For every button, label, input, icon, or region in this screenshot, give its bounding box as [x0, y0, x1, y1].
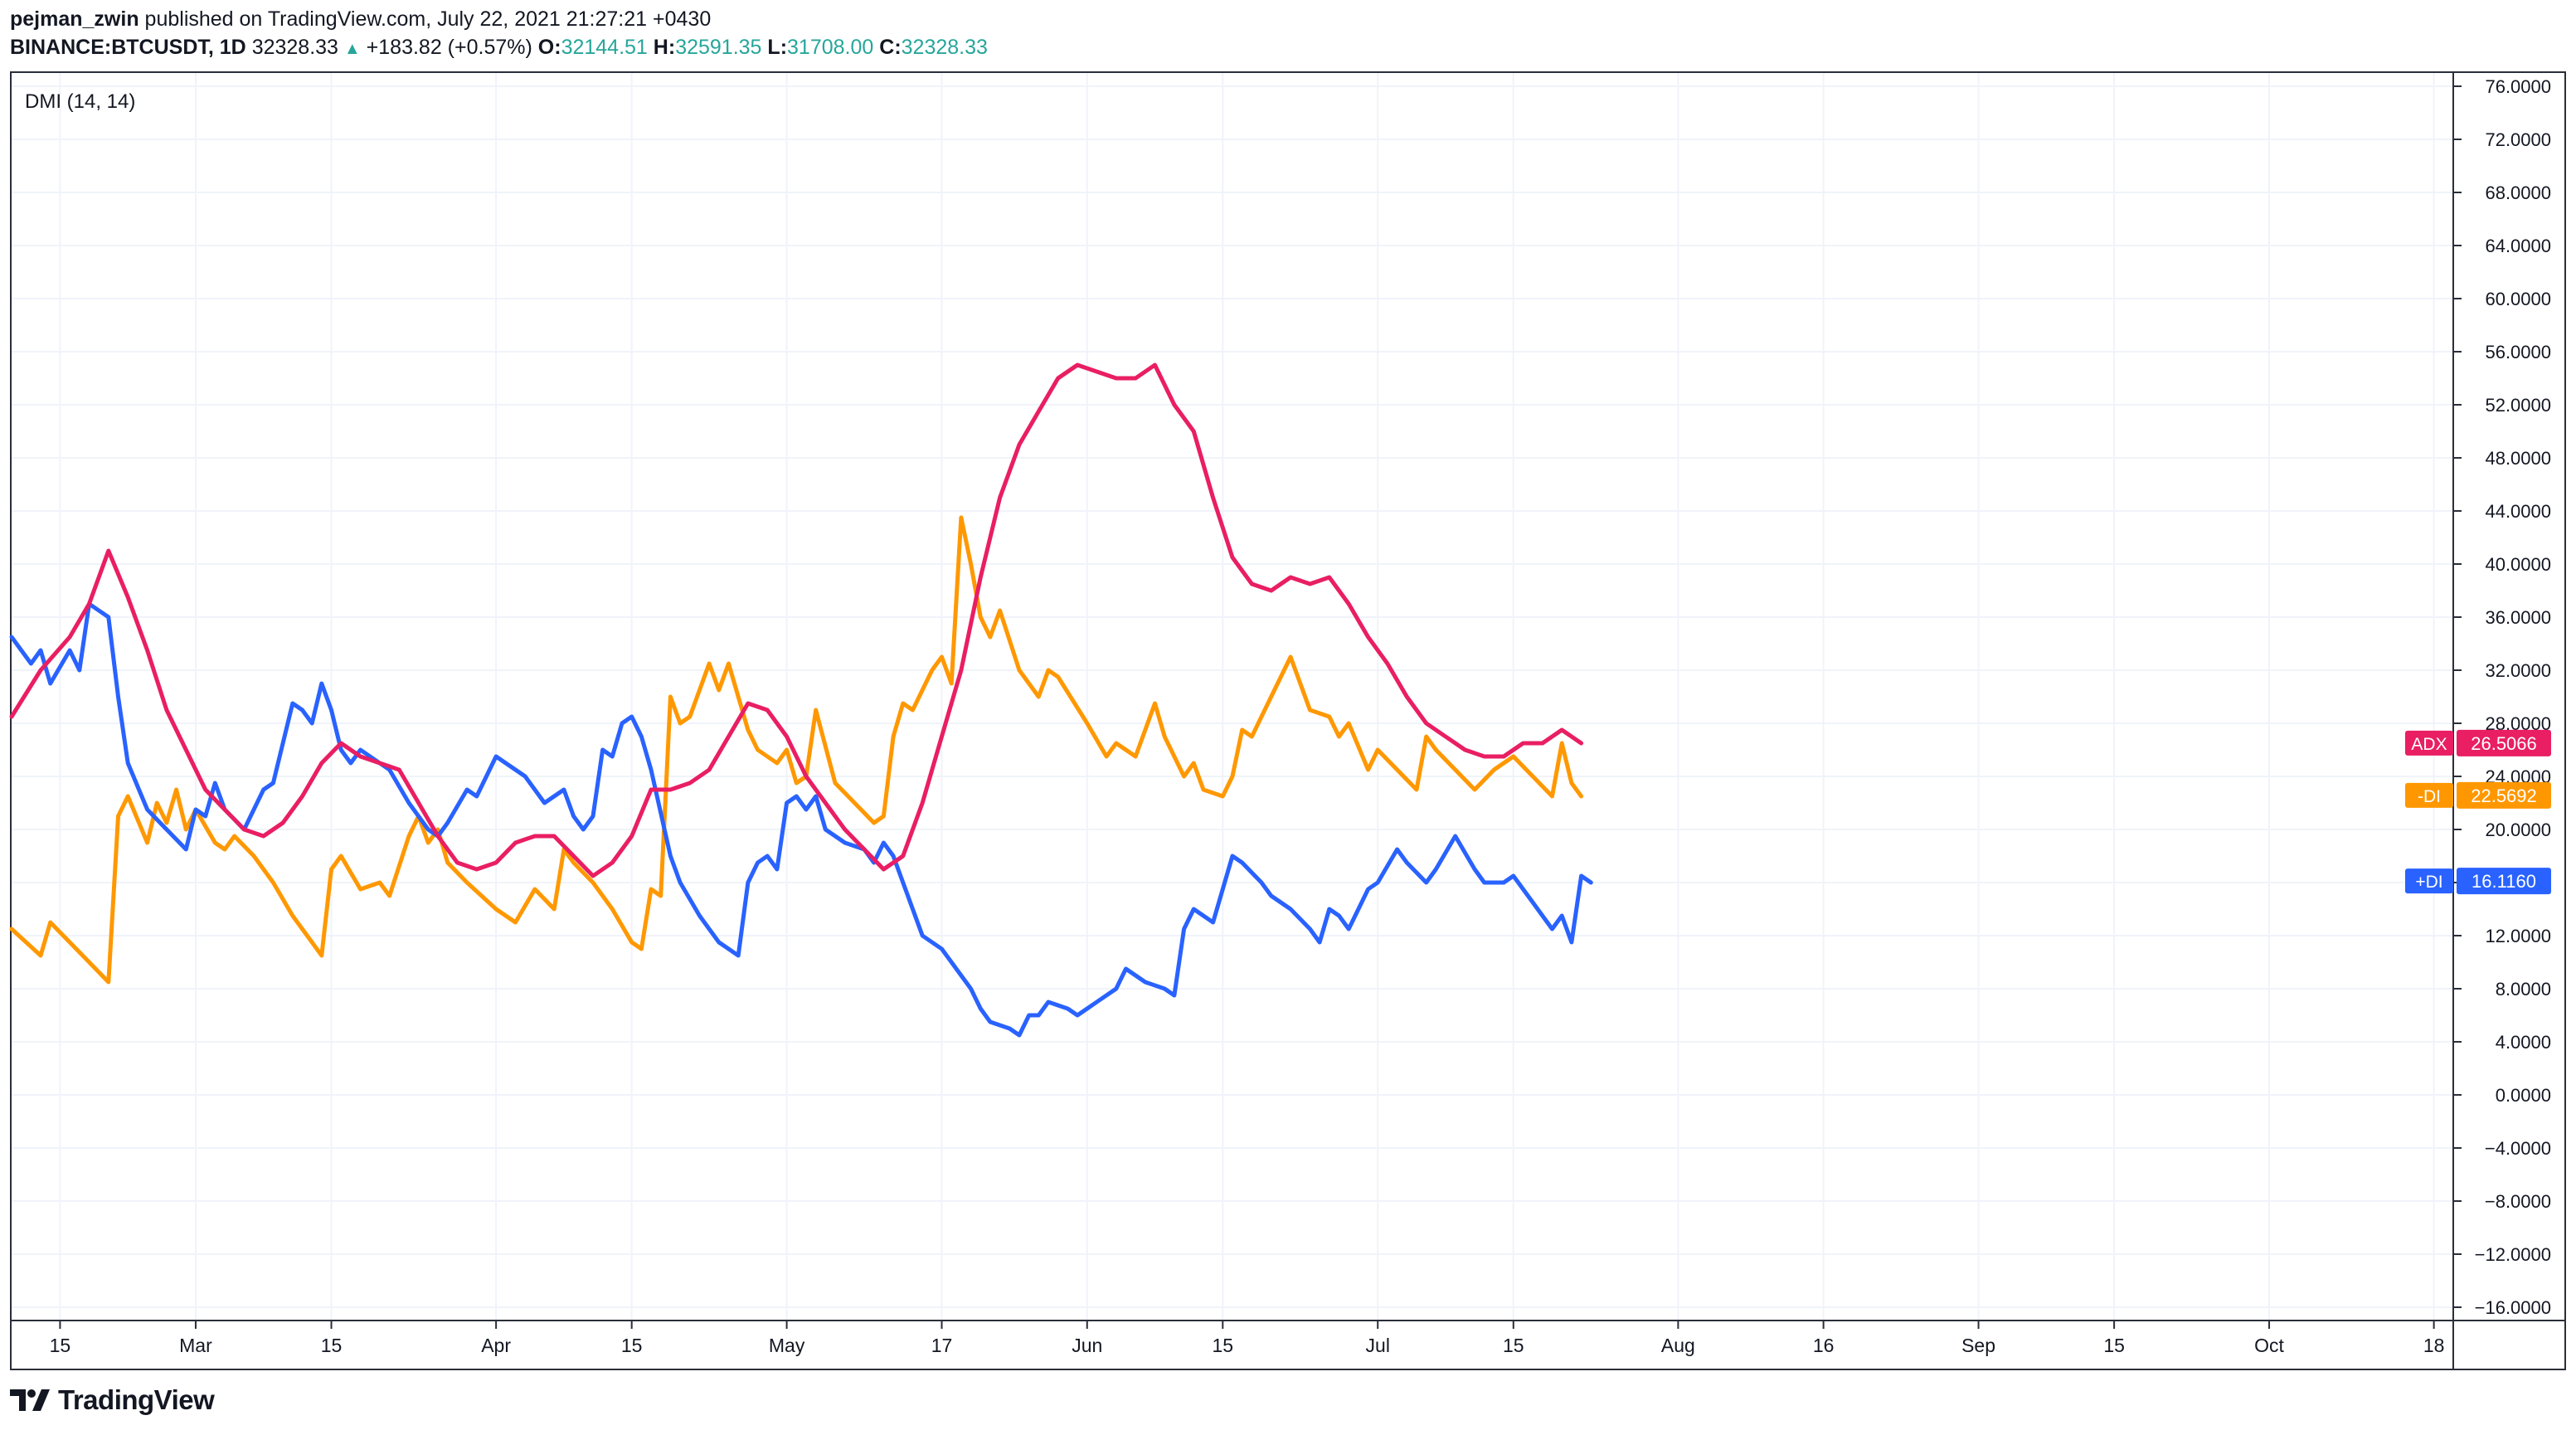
x-tick-label: Oct	[2254, 1335, 2284, 1356]
last-value-tags: ADX 26.5066 -DI 22.5692 +DI 16.1160	[2405, 729, 2551, 895]
y-tick-label: 0.0000	[2496, 1085, 2551, 1106]
value-tag-value: 16.1160	[2472, 871, 2536, 892]
x-tick-label: 15	[321, 1335, 343, 1356]
y-tick-label: 44.0000	[2485, 501, 2551, 522]
y-tick-label: 60.0000	[2485, 289, 2551, 309]
tradingview-mark-icon	[10, 1389, 50, 1411]
value-tag-plusminus-di: +DI 16.1160	[2405, 868, 2551, 895]
x-tick-label: 18	[2423, 1335, 2445, 1356]
value-tag-value: 22.5692	[2471, 786, 2537, 806]
x-tick-label: May	[769, 1335, 805, 1356]
y-tick-label: 12.0000	[2485, 926, 2551, 946]
value-tag-name: ADX	[2411, 735, 2447, 754]
value-tag-name-bg	[2405, 868, 2453, 894]
y-tick-label: 68.0000	[2485, 182, 2551, 203]
x-tick-label: 15	[1213, 1335, 1234, 1356]
y-tick-label: −4.0000	[2485, 1138, 2551, 1159]
publish-info: pejman_zwin published on TradingView.com…	[10, 5, 988, 33]
x-tick-label: 15	[1503, 1335, 1524, 1356]
value-tag-name: +DI	[2415, 873, 2442, 892]
value-tag-value: 26.5066	[2471, 733, 2537, 754]
grid-lines	[12, 73, 2453, 1321]
y-tick-label: 8.0000	[2496, 979, 2551, 1000]
y-tick-label: 40.0000	[2485, 554, 2551, 575]
value-tag-value-bg	[2457, 868, 2551, 895]
series-line-adx[interactable]	[9, 362, 1584, 878]
y-tick-label: 4.0000	[2496, 1032, 2551, 1053]
x-tick-label: 15	[621, 1335, 643, 1356]
open-value: 32144.51	[561, 36, 648, 59]
indicator-label[interactable]: DMI (14, 14)	[25, 90, 135, 113]
series-lines	[9, 362, 1593, 1038]
y-tick-label: −12.0000	[2475, 1244, 2551, 1265]
time-axis[interactable]: 15 Mar 15 Apr 15 May 17 Jun 15 Jul 15 Aug 16 Sep 15 Oct…	[50, 1321, 2445, 1356]
y-tick-label: −8.0000	[2485, 1191, 2551, 1212]
y-tick-label: 72.0000	[2485, 129, 2551, 150]
value-tag-name: -DI	[2418, 787, 2441, 806]
high-label: H:	[653, 36, 676, 59]
y-tick-label: −16.0000	[2475, 1297, 2551, 1318]
last-price: 32328.33	[251, 36, 338, 59]
price-change: +183.82 (+0.57%)	[366, 36, 532, 59]
value-tag-value-bg	[2457, 729, 2551, 756]
x-tick-label: Jun	[1072, 1335, 1102, 1356]
x-tick-label: Apr	[481, 1335, 511, 1356]
tradingview-wordmark: TradingView	[58, 1384, 215, 1415]
symbol-label[interactable]: BINANCE:BTCUSDT, 1D	[10, 36, 246, 59]
close-label: C:	[879, 36, 902, 59]
x-tick-label: Jul	[1366, 1335, 1390, 1356]
y-tick-label: 76.0000	[2485, 76, 2551, 97]
value-tag-name-bg	[2405, 782, 2453, 808]
value-tag-adx: ADX 26.5066	[2405, 729, 2551, 756]
x-tick-label: 15	[2103, 1335, 2125, 1356]
value-tag-minus-di: -DI 22.5692	[2405, 781, 2551, 809]
x-tick-label: Aug	[1661, 1335, 1695, 1356]
y-tick-label: 32.0000	[2485, 660, 2551, 681]
value-tag-value-bg	[2457, 781, 2551, 809]
tradingview-logo[interactable]: TradingView	[10, 1382, 215, 1418]
chart-header: pejman_zwin published on TradingView.com…	[10, 5, 988, 63]
x-tick-label: 17	[931, 1335, 953, 1356]
y-tick-label: 64.0000	[2485, 236, 2551, 256]
author-name[interactable]: pejman_zwin	[10, 7, 139, 31]
series-line-plusminus-di[interactable]	[9, 601, 1593, 1038]
y-tick-label: 48.0000	[2485, 448, 2551, 469]
series-line-minus-di[interactable]	[9, 515, 1584, 985]
y-tick-label: 20.0000	[2485, 820, 2551, 840]
y-tick-label: 52.0000	[2485, 395, 2551, 416]
published-text: published on TradingView.com, July 22, 2…	[144, 7, 712, 31]
up-triangle-icon: ▲	[343, 40, 361, 58]
value-tag-name-bg	[2405, 730, 2453, 756]
y-tick-label: 56.0000	[2485, 342, 2551, 362]
price-axis[interactable]: 76.0000 72.0000 68.0000 64.0000 60.0000 56.00…	[2453, 76, 2551, 1318]
y-tick-label: 36.0000	[2485, 607, 2551, 628]
chart-pane[interactable]	[10, 71, 2566, 1370]
symbol-legend: BINANCE:BTCUSDT, 1D 32328.33 ▲ +183.82 (…	[10, 33, 988, 63]
x-tick-label: 15	[50, 1335, 71, 1356]
x-tick-label: 16	[1813, 1335, 1835, 1356]
open-label: O:	[537, 36, 561, 59]
low-value: 31708.00	[787, 36, 874, 59]
x-tick-label: Sep	[1961, 1335, 1995, 1356]
high-value: 32591.35	[675, 36, 762, 59]
x-tick-label: Mar	[179, 1335, 212, 1356]
low-label: L:	[767, 36, 788, 59]
close-value: 32328.33	[901, 36, 988, 59]
